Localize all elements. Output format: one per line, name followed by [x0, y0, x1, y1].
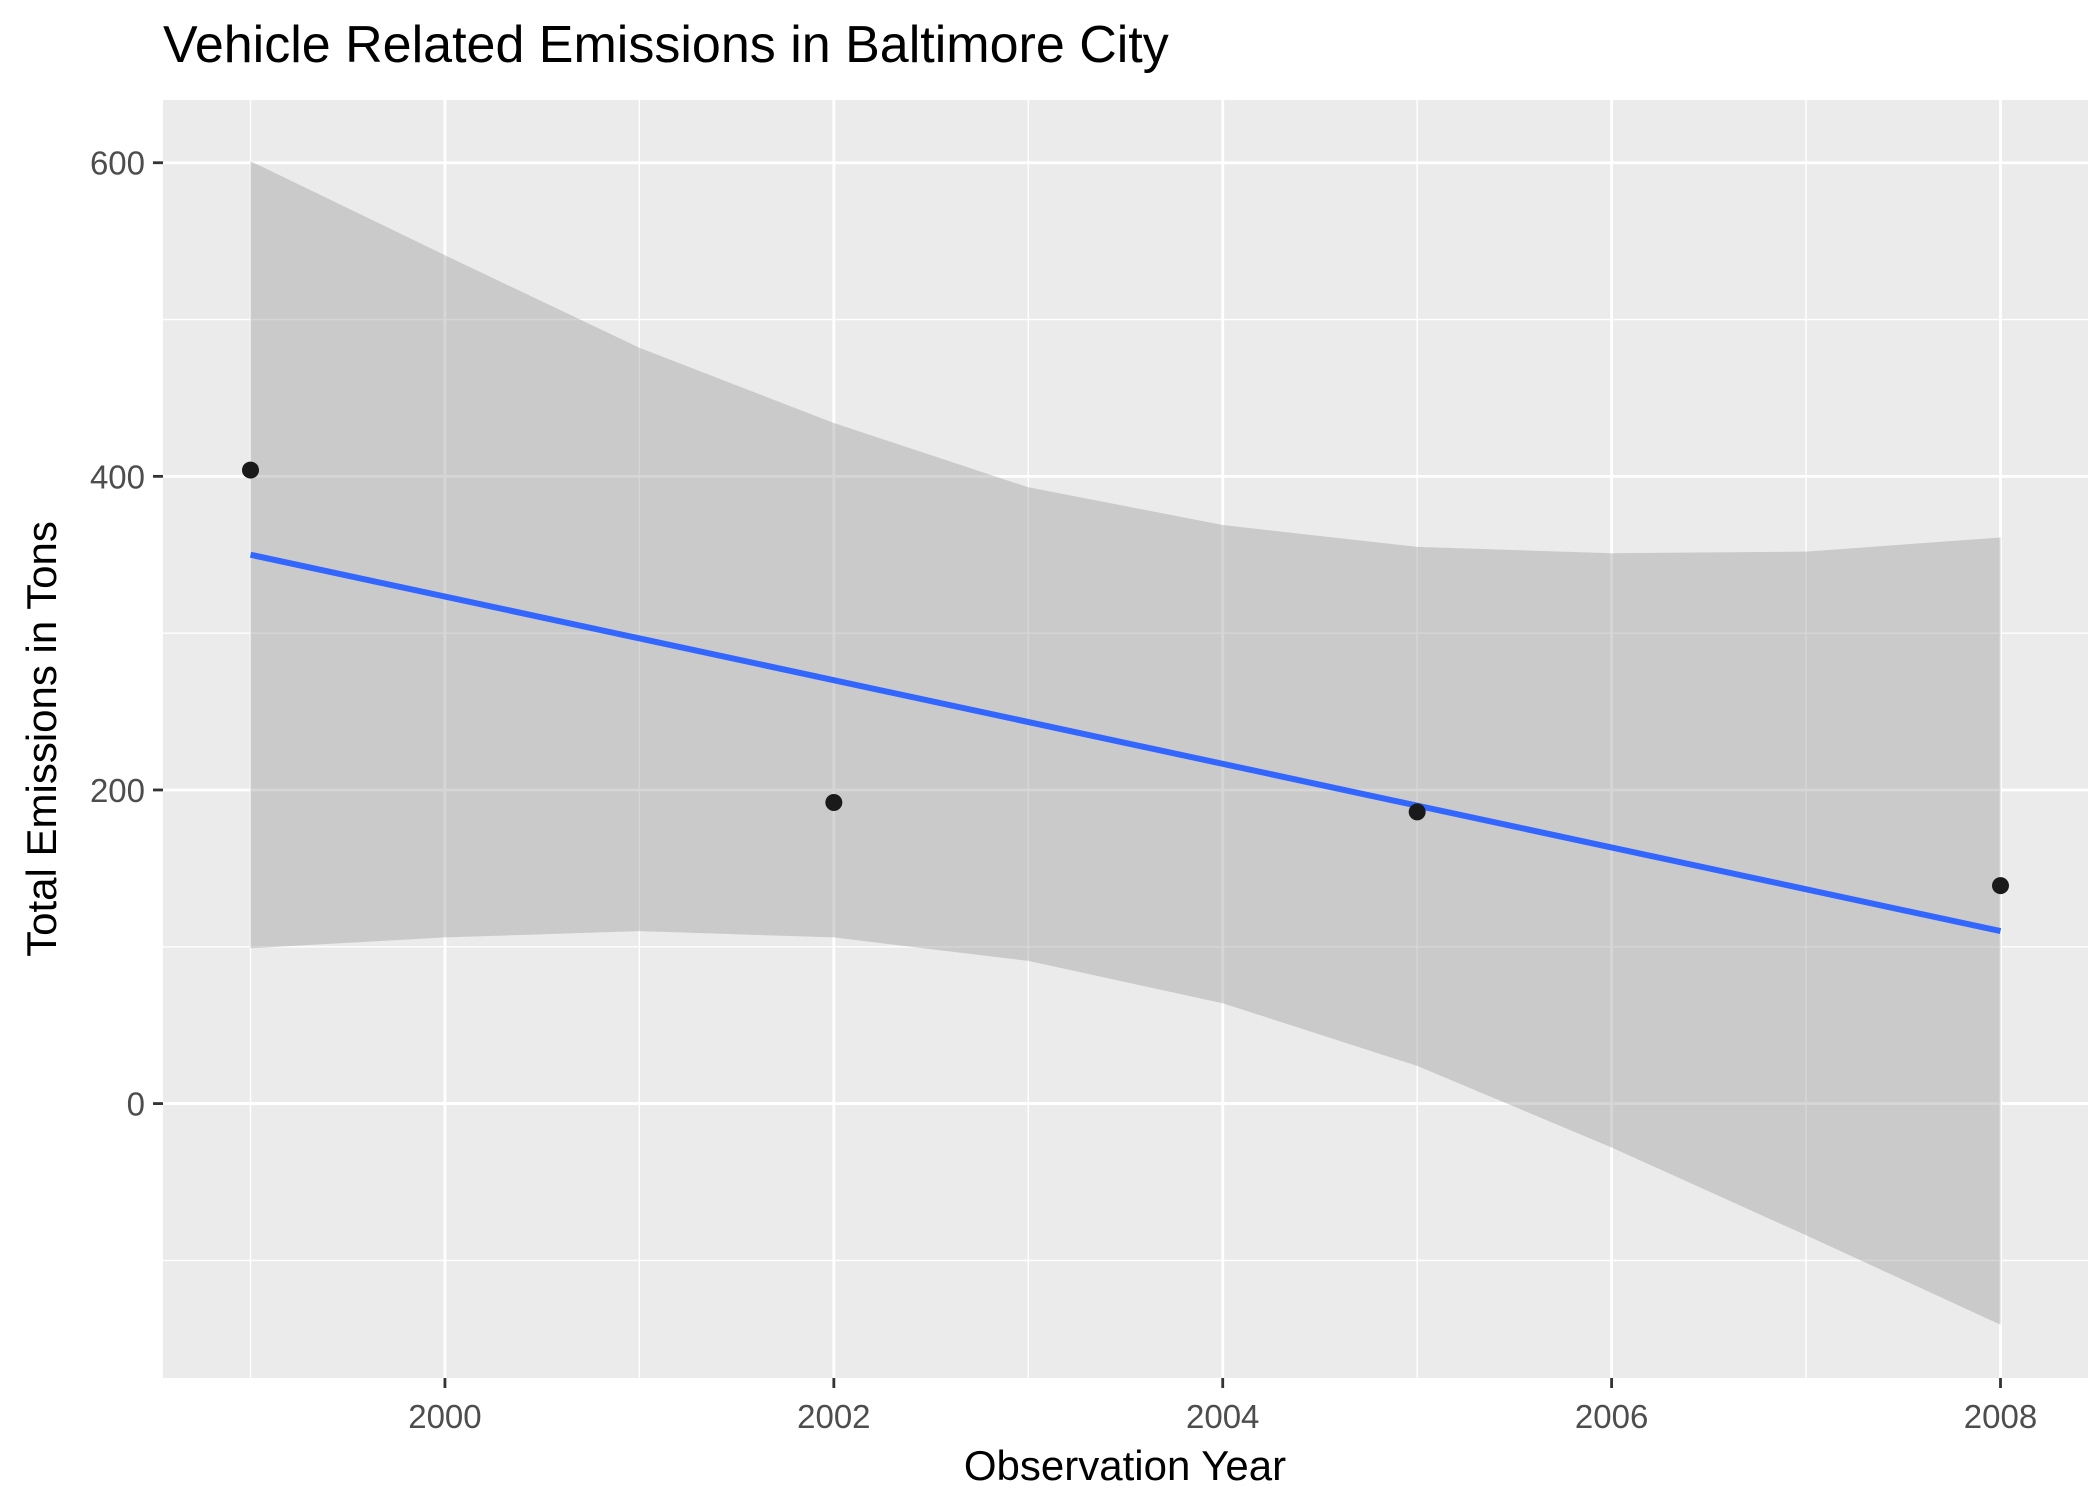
x-axis-title: Observation Year — [964, 1442, 1286, 1489]
x-tick-label: 2002 — [797, 1398, 870, 1435]
y-tick-label: 200 — [90, 772, 145, 809]
data-point — [1409, 803, 1426, 820]
x-tick-label: 2008 — [1964, 1398, 2037, 1435]
data-point — [242, 462, 259, 479]
x-tick-labels: 2000 2002 2004 2006 2008 — [408, 1398, 2037, 1435]
chart-title: Vehicle Related Emissions in Baltimore C… — [163, 16, 1169, 74]
data-point — [1992, 877, 2009, 894]
x-tick-label: 2006 — [1575, 1398, 1648, 1435]
y-tick-label: 400 — [90, 458, 145, 495]
data-point — [825, 794, 842, 811]
y-tick-labels: 0 200 400 600 — [90, 145, 145, 1123]
x-tick-label: 2004 — [1186, 1398, 1259, 1435]
y-axis-title: Total Emissions in Tons — [18, 521, 65, 957]
x-tick-label: 2000 — [408, 1398, 481, 1435]
y-tick-label: 600 — [90, 145, 145, 182]
y-tick-label: 0 — [127, 1086, 145, 1123]
